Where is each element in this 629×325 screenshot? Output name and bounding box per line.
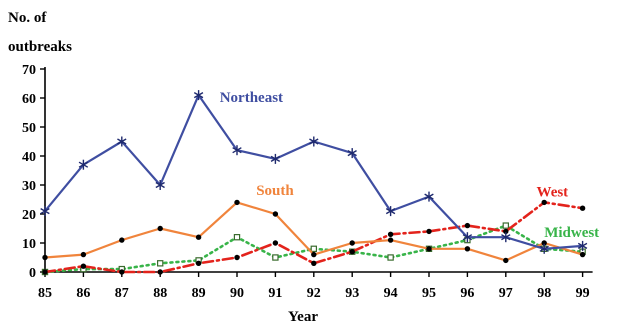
series-label-south: South xyxy=(256,183,294,199)
west-point-90 xyxy=(234,254,240,261)
south-point-94 xyxy=(387,237,394,243)
series-label-west: West xyxy=(537,185,569,201)
south-point-98 xyxy=(541,240,547,246)
west-point-97 xyxy=(503,228,509,235)
x-tick-label-87: 87 xyxy=(115,286,129,301)
south-point-91 xyxy=(272,211,279,217)
northeast-point-90 xyxy=(232,145,242,156)
y-tick-label-70: 70 xyxy=(22,63,36,78)
south-point-99 xyxy=(579,251,586,258)
y-tick-label-10: 10 xyxy=(22,237,36,252)
y-tick-label-50: 50 xyxy=(22,121,36,136)
northeast-point-88 xyxy=(155,180,165,190)
x-tick-label-98: 98 xyxy=(537,286,551,301)
midwest-point-94 xyxy=(387,254,394,261)
west-point-88 xyxy=(157,269,163,275)
x-tick-label-92: 92 xyxy=(307,286,321,301)
midwest-point-91 xyxy=(272,254,279,261)
northeast-point-85 xyxy=(40,206,50,217)
south-point-93 xyxy=(349,240,355,246)
northeast-point-94 xyxy=(385,206,396,217)
x-tick-label-88: 88 xyxy=(153,286,167,301)
south-point-87 xyxy=(119,237,125,243)
south-point-89 xyxy=(195,234,202,240)
west-point-85 xyxy=(42,269,48,275)
south-point-97 xyxy=(503,257,509,264)
west-point-94 xyxy=(387,231,394,237)
midwest-point-90 xyxy=(233,234,241,241)
x-tick-label-94: 94 xyxy=(384,286,398,301)
series-layer xyxy=(40,90,588,276)
west-point-96 xyxy=(464,222,471,229)
x-tick-label-99: 99 xyxy=(576,286,590,301)
northeast-point-93 xyxy=(347,148,357,159)
west-point-95 xyxy=(426,228,432,235)
y-axis-title-line-2: outbreaks xyxy=(8,39,72,55)
south-point-88 xyxy=(157,225,163,232)
series-label-midwest: Midwest xyxy=(544,225,599,241)
x-axis-title: Year xyxy=(288,309,318,325)
axes: 0 10 20 30 40 50 60 70 85 86 87 88 89 90 91 92 93 94 95 96 9… xyxy=(22,63,593,301)
northeast-point-96 xyxy=(462,232,473,243)
x-tick-label-95: 95 xyxy=(422,286,436,301)
series-northeast xyxy=(40,90,588,254)
northeast-point-99 xyxy=(577,240,588,251)
west-point-91 xyxy=(272,240,279,246)
x-tick-label-85: 85 xyxy=(38,286,52,301)
northeast-point-92 xyxy=(309,136,319,147)
south-point-86 xyxy=(80,251,87,258)
northeast-point-98 xyxy=(539,243,549,254)
west-point-89 xyxy=(195,260,202,266)
x-tick-label-86: 86 xyxy=(76,286,90,301)
y-tick-label-0: 0 xyxy=(29,266,36,281)
northeast-point-89 xyxy=(193,90,204,101)
south-point-95 xyxy=(426,246,432,252)
northeast-point-97 xyxy=(501,232,511,243)
x-tick-label-97: 97 xyxy=(499,286,513,301)
series-west xyxy=(42,199,586,275)
x-tick-label-89: 89 xyxy=(192,286,206,301)
midwest-point-88 xyxy=(157,260,164,267)
series-south xyxy=(42,199,586,264)
south-point-85 xyxy=(42,254,48,261)
y-tick-label-30: 30 xyxy=(22,179,36,194)
west-point-98 xyxy=(541,199,547,206)
west-point-93 xyxy=(349,249,355,255)
x-tick-label-91: 91 xyxy=(268,286,282,301)
west-point-86 xyxy=(80,263,87,269)
west-point-92 xyxy=(311,260,317,266)
y-axis-title-line-1: No. of xyxy=(8,10,47,26)
midwest-point-92 xyxy=(310,245,318,252)
northeast-point-95 xyxy=(424,191,434,202)
series-labels: Northeast South West Midwest xyxy=(220,90,599,241)
northeast-point-87 xyxy=(117,136,127,147)
south-point-90 xyxy=(234,199,240,206)
series-label-northeast: Northeast xyxy=(220,90,283,106)
x-tick-label-96: 96 xyxy=(460,286,474,301)
y-tick-label-40: 40 xyxy=(22,150,36,165)
x-tick-label-90: 90 xyxy=(230,286,244,301)
south-point-92 xyxy=(311,251,317,258)
midwest-point-97 xyxy=(502,222,510,229)
y-tick-label-20: 20 xyxy=(22,208,36,223)
northeast-point-86 xyxy=(78,159,89,170)
south-point-96 xyxy=(464,246,471,252)
west-point-87 xyxy=(119,269,125,275)
x-tick-label-93: 93 xyxy=(345,286,359,301)
y-tick-label-60: 60 xyxy=(22,92,36,107)
northeast-point-91 xyxy=(270,153,281,164)
west-point-99 xyxy=(579,205,586,211)
